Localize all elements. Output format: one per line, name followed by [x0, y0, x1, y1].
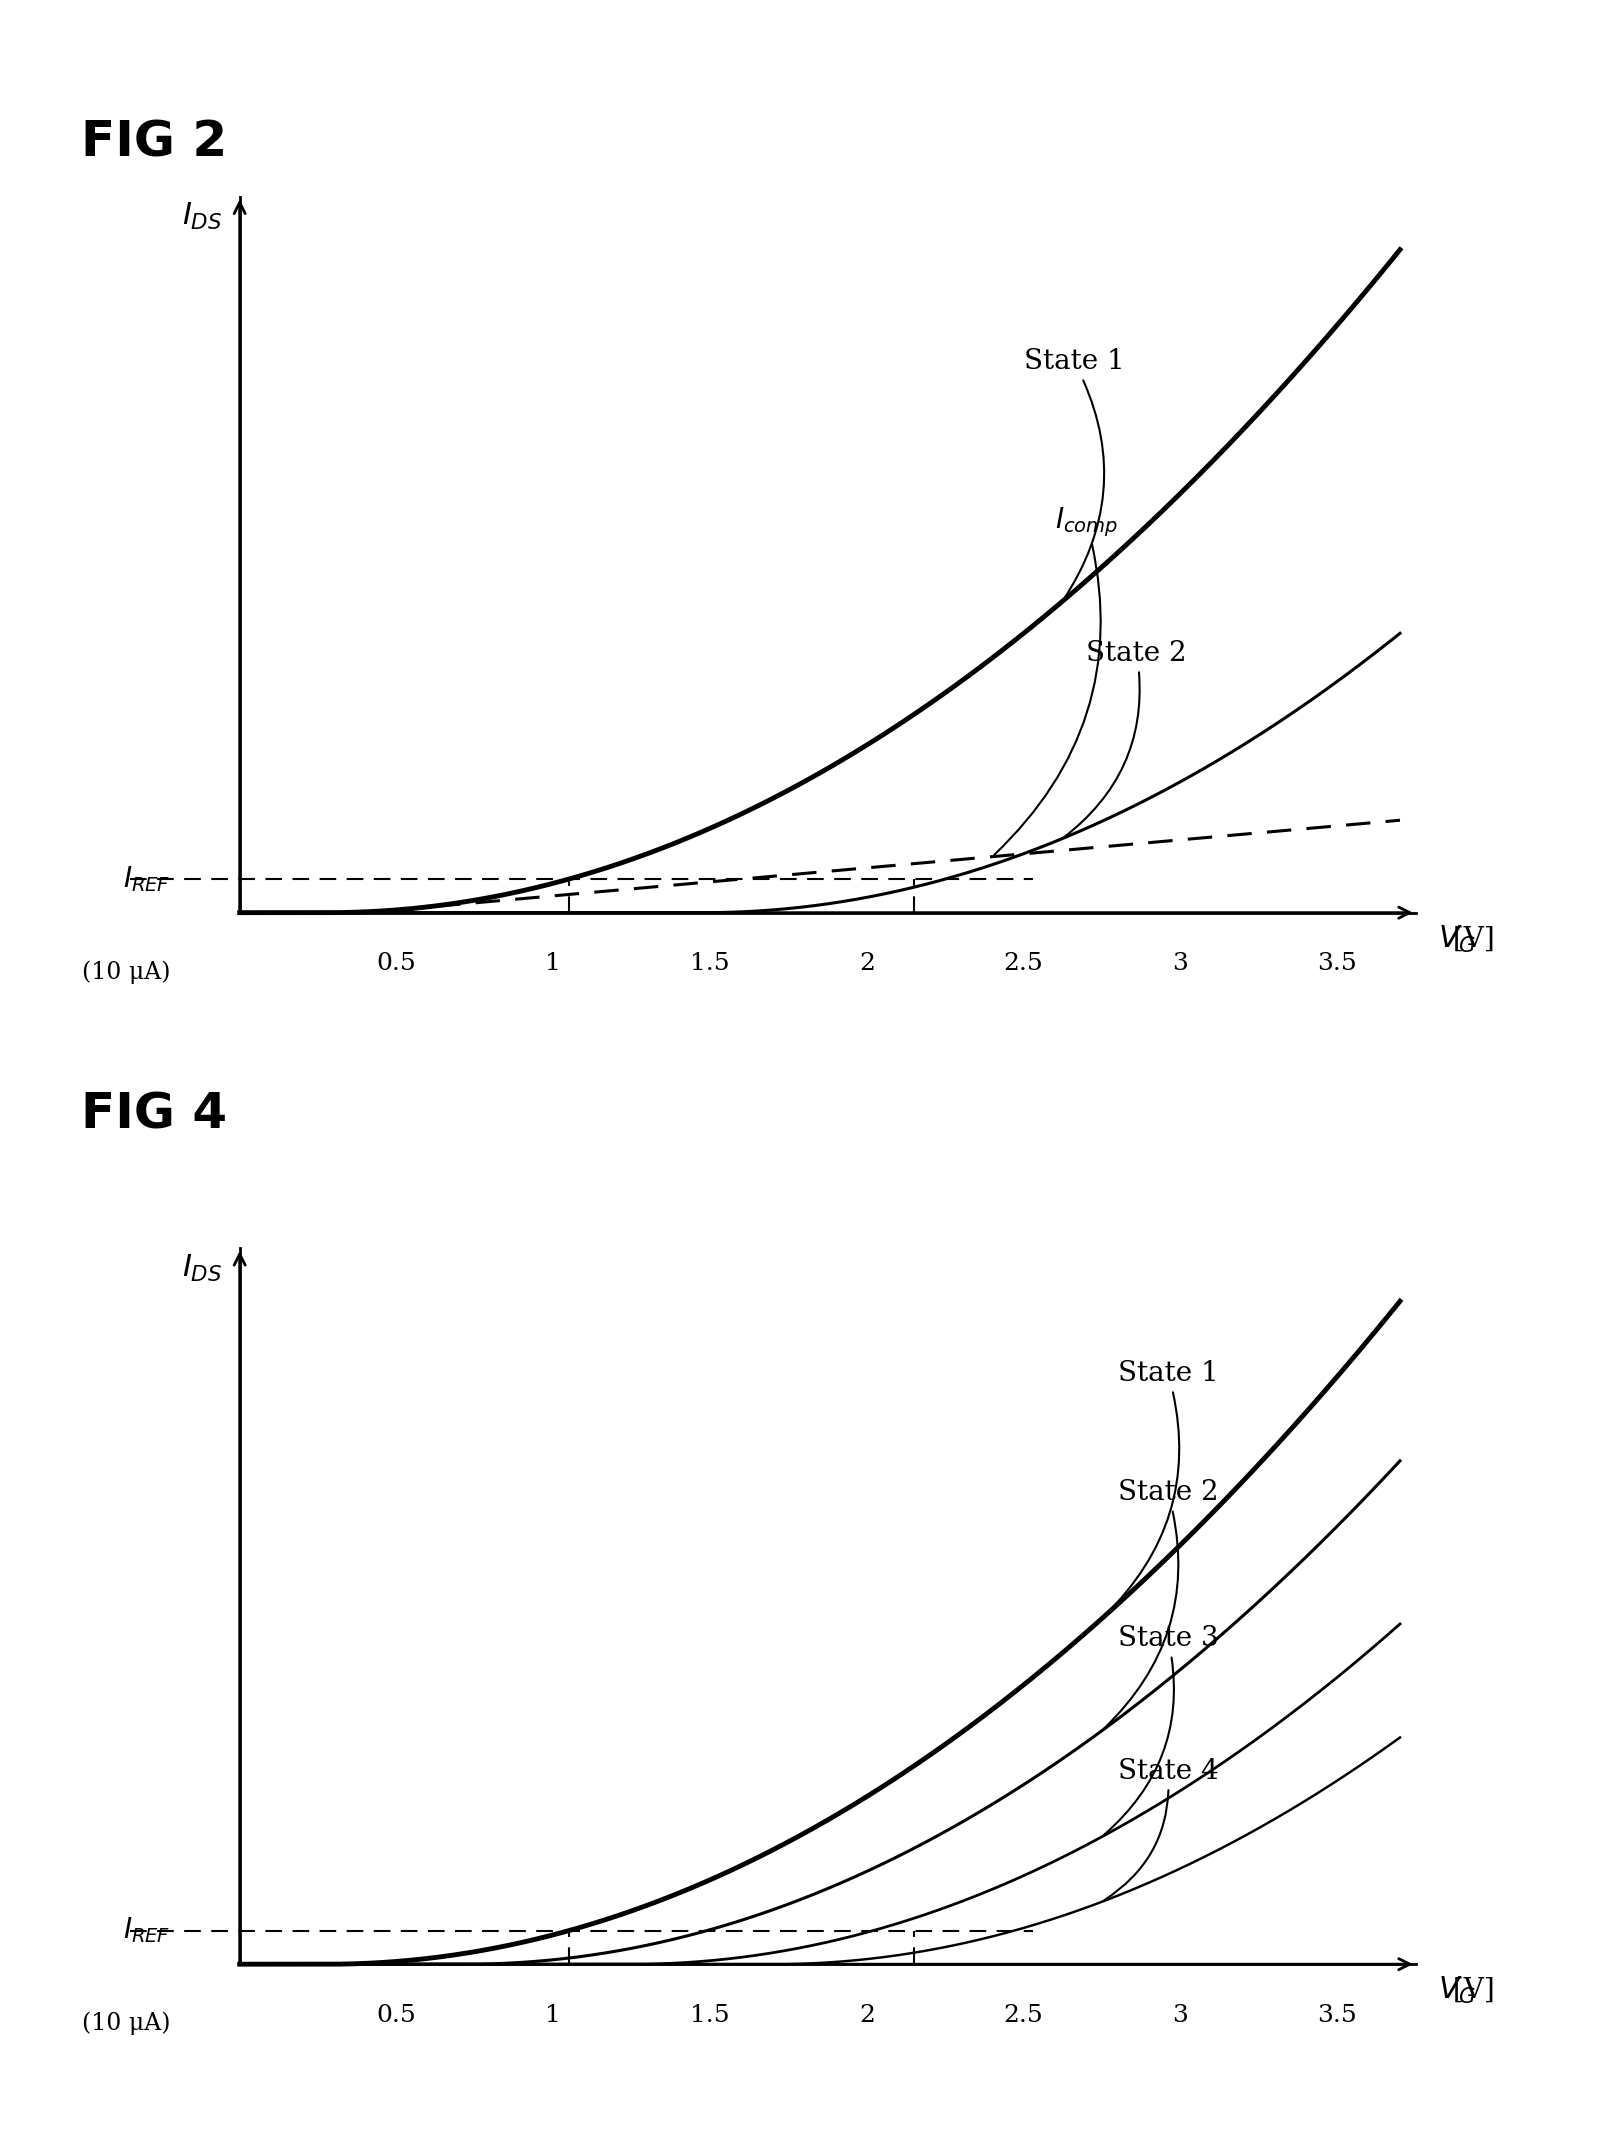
Text: (10 μA): (10 μA) — [83, 959, 170, 983]
Text: [V]: [V] — [1443, 925, 1493, 953]
Text: 2: 2 — [859, 953, 875, 976]
Text: $I_{comp}$: $I_{comp}$ — [993, 504, 1118, 854]
Text: $I_{REF}$: $I_{REF}$ — [123, 1916, 170, 1946]
Text: State 2: State 2 — [1104, 1479, 1217, 1728]
Text: State 3: State 3 — [1104, 1625, 1217, 1835]
Text: [V]: [V] — [1443, 1976, 1493, 2004]
Text: FIG 4: FIG 4 — [81, 1090, 227, 1137]
Text: State 1: State 1 — [1022, 348, 1123, 601]
Text: State 4: State 4 — [1104, 1758, 1217, 1899]
Text: $I_{REF}$: $I_{REF}$ — [123, 865, 170, 895]
Text: State 2: State 2 — [1063, 640, 1186, 837]
Text: 2.5: 2.5 — [1003, 2004, 1044, 2028]
Text: $I_{DS}$: $I_{DS}$ — [182, 1253, 222, 1283]
Text: $V_G$: $V_G$ — [1436, 923, 1475, 955]
Text: (10 μA): (10 μA) — [83, 2011, 170, 2034]
Text: 1: 1 — [545, 2004, 562, 2028]
Text: State 1: State 1 — [1104, 1361, 1217, 1616]
Text: FIG 2: FIG 2 — [81, 118, 227, 165]
Text: 1.5: 1.5 — [690, 953, 729, 976]
Text: $V_G$: $V_G$ — [1436, 1974, 1475, 2007]
Text: 3: 3 — [1172, 953, 1188, 976]
Text: 2.5: 2.5 — [1003, 953, 1044, 976]
Text: 1.5: 1.5 — [690, 2004, 729, 2028]
Text: $I_{DS}$: $I_{DS}$ — [182, 202, 222, 232]
Text: 3.5: 3.5 — [1316, 2004, 1357, 2028]
Text: 1: 1 — [545, 953, 562, 976]
Text: 3.5: 3.5 — [1316, 953, 1357, 976]
Text: 0.5: 0.5 — [377, 953, 415, 976]
Text: 2: 2 — [859, 2004, 875, 2028]
Text: 3: 3 — [1172, 2004, 1188, 2028]
Text: 0.5: 0.5 — [377, 2004, 415, 2028]
